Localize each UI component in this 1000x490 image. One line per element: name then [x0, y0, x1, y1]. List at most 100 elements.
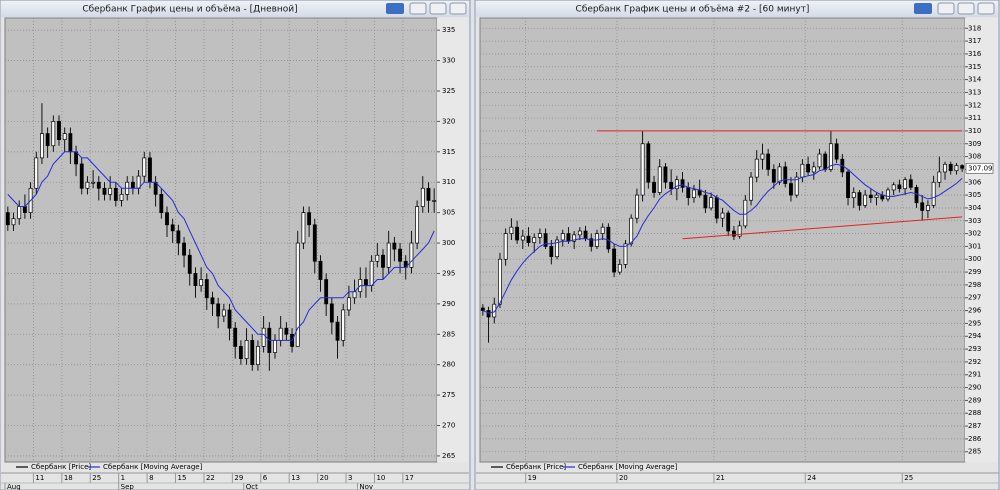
candle-body	[737, 225, 742, 237]
candle-body	[857, 192, 862, 206]
window-buttons[interactable]	[386, 2, 467, 15]
y-tick-label: 303	[968, 217, 981, 225]
candle-body	[324, 279, 329, 305]
y-tick-label: 286	[968, 435, 982, 443]
maximize-button[interactable]	[429, 2, 447, 15]
candle-body	[811, 166, 816, 173]
candle-body	[920, 202, 925, 211]
candle-body	[714, 197, 719, 219]
y-tick-label: 314	[968, 76, 982, 84]
month-label: Sep	[121, 483, 135, 490]
candle-body	[537, 233, 542, 238]
y-tick-label: 295	[442, 269, 455, 277]
legend-label: Сбербанк [Moving Average]	[103, 463, 203, 471]
candle-body	[335, 321, 340, 341]
plot-area	[479, 17, 966, 463]
last-price-tag	[965, 162, 994, 174]
candle-body	[244, 340, 249, 359]
candle-body	[182, 242, 186, 256]
candle-body	[515, 226, 520, 241]
candle-body	[62, 133, 67, 140]
close-button[interactable]	[977, 2, 995, 15]
candle-body	[193, 273, 198, 286]
candle-body	[692, 189, 696, 199]
close-button[interactable]	[449, 2, 467, 15]
y-tick-label: 270	[442, 422, 455, 430]
candle-body	[57, 121, 61, 140]
candle-body	[931, 181, 936, 206]
legend-label: Сбербанк [Price]	[506, 463, 566, 471]
candle-body	[341, 309, 346, 341]
candle-body	[210, 297, 215, 305]
y-tick-label: 308	[968, 153, 981, 161]
candle-body	[301, 212, 306, 244]
x-tick-label: 18	[64, 474, 73, 482]
candle-body	[113, 187, 118, 201]
candle-body	[646, 143, 651, 183]
x-tick-label: 11	[35, 474, 44, 482]
candle-body	[165, 212, 169, 226]
x-tick-label: 15	[178, 474, 187, 482]
candle-body	[199, 279, 204, 286]
candle-body	[386, 242, 391, 268]
maximize-button[interactable]	[957, 2, 975, 15]
candle-body	[40, 133, 44, 159]
candle-body	[948, 163, 953, 172]
candle-body	[800, 163, 805, 178]
y-tick-label: 294	[968, 332, 982, 340]
y-tick-label: 315	[442, 148, 455, 156]
candle-body	[68, 133, 73, 153]
candle-body	[868, 194, 873, 199]
candle-body	[216, 303, 221, 317]
candle-body	[318, 260, 323, 280]
candle-body	[771, 169, 776, 183]
y-tick-label: 296	[968, 307, 982, 315]
candle-body	[623, 243, 628, 265]
candle-body	[85, 181, 90, 189]
y-tick-label: 287	[968, 422, 981, 430]
window-buttons[interactable]	[914, 2, 995, 15]
trendline	[682, 216, 963, 240]
candle-body	[295, 242, 300, 347]
x-tick-label: 19	[528, 474, 537, 482]
candle-body	[375, 254, 380, 262]
y-tick-label: 275	[442, 391, 455, 399]
y-tick-label: 288	[968, 409, 981, 417]
candle-body	[233, 327, 238, 347]
candle-body	[532, 237, 537, 243]
moving-average-line	[7, 151, 435, 341]
minimize-button[interactable]	[937, 2, 955, 15]
candle-body	[187, 254, 192, 274]
candle-body	[170, 224, 175, 232]
pin-button[interactable]	[914, 3, 932, 14]
y-tick-label: 311	[968, 114, 981, 122]
candle-body	[960, 165, 965, 169]
x-tick-label: 25	[904, 474, 913, 482]
candle-body	[823, 153, 828, 170]
x-tick-label: 21	[716, 474, 725, 482]
candle-body	[897, 184, 902, 190]
y-tick-label: 315	[968, 63, 981, 71]
candle-body	[766, 153, 771, 170]
x-tick-label: 6	[263, 474, 268, 482]
candle-body	[914, 187, 919, 204]
candle-body	[364, 279, 368, 286]
candle-body	[526, 235, 531, 243]
candle-body	[640, 143, 645, 196]
plot-area	[4, 17, 438, 463]
candle-body	[398, 248, 402, 262]
window-title: Сбербанк График цены и объёма - [Дневной…	[82, 5, 297, 15]
candle-body	[5, 212, 10, 226]
candle-body	[629, 217, 634, 245]
candle-body	[307, 212, 312, 226]
pin-button[interactable]	[386, 3, 404, 14]
candle-body	[634, 194, 639, 219]
candle-body	[783, 166, 788, 184]
minimize-button[interactable]	[409, 2, 427, 15]
candle-body	[96, 181, 101, 189]
title-bar	[476, 1, 998, 17]
candle-body	[680, 179, 685, 188]
y-tick-label: 297	[968, 294, 981, 302]
candle-body	[409, 242, 414, 268]
candle-body	[273, 340, 277, 353]
